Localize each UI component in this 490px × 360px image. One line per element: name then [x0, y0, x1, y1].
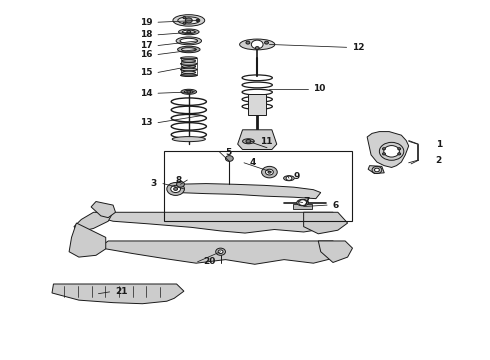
Circle shape [187, 31, 191, 33]
Text: 1: 1 [436, 140, 442, 149]
Text: 7: 7 [304, 197, 310, 206]
Circle shape [265, 41, 269, 44]
Circle shape [167, 183, 184, 195]
Text: 4: 4 [250, 158, 256, 167]
Circle shape [246, 41, 250, 44]
Polygon shape [304, 212, 347, 234]
Circle shape [183, 17, 186, 19]
Text: 14: 14 [140, 89, 152, 98]
Ellipse shape [182, 30, 195, 34]
Circle shape [262, 166, 277, 178]
Ellipse shape [181, 89, 196, 94]
Ellipse shape [284, 176, 294, 181]
Text: 10: 10 [314, 84, 326, 93]
Circle shape [372, 166, 382, 174]
Text: 5: 5 [225, 148, 232, 157]
Circle shape [185, 18, 192, 23]
Circle shape [384, 145, 399, 157]
Text: 2: 2 [436, 156, 442, 165]
Polygon shape [367, 132, 409, 167]
Circle shape [218, 250, 223, 253]
Text: 21: 21 [116, 287, 128, 296]
Ellipse shape [178, 29, 199, 35]
Text: 11: 11 [260, 137, 272, 146]
Circle shape [225, 156, 233, 161]
Circle shape [187, 90, 191, 93]
Text: 6: 6 [333, 201, 339, 210]
Text: 16: 16 [140, 50, 152, 59]
Polygon shape [69, 223, 106, 257]
Text: 8: 8 [175, 176, 181, 185]
Ellipse shape [297, 199, 309, 206]
Circle shape [171, 185, 180, 193]
Text: 15: 15 [140, 68, 152, 77]
Circle shape [299, 200, 307, 206]
Ellipse shape [184, 90, 193, 93]
Ellipse shape [182, 66, 196, 68]
Circle shape [251, 40, 263, 49]
Ellipse shape [172, 136, 205, 141]
Circle shape [398, 148, 401, 150]
Ellipse shape [180, 63, 197, 65]
Text: 3: 3 [151, 179, 157, 188]
Circle shape [268, 171, 271, 173]
Text: 18: 18 [140, 30, 152, 39]
Circle shape [176, 181, 184, 187]
Circle shape [266, 169, 273, 175]
Polygon shape [238, 130, 277, 149]
Circle shape [383, 153, 386, 155]
Ellipse shape [182, 60, 196, 62]
Circle shape [246, 139, 251, 143]
Ellipse shape [182, 71, 196, 74]
Polygon shape [368, 166, 384, 174]
Circle shape [173, 188, 177, 190]
Circle shape [183, 22, 186, 24]
Circle shape [398, 153, 401, 155]
Polygon shape [174, 184, 321, 199]
Circle shape [374, 168, 379, 172]
Circle shape [379, 142, 404, 160]
Circle shape [216, 248, 225, 255]
Ellipse shape [181, 48, 196, 51]
Polygon shape [94, 212, 338, 233]
Circle shape [196, 19, 199, 22]
Text: 12: 12 [352, 43, 365, 52]
Text: 13: 13 [140, 118, 152, 127]
Circle shape [286, 176, 292, 180]
Ellipse shape [180, 39, 197, 43]
Ellipse shape [176, 37, 201, 45]
Ellipse shape [243, 139, 254, 144]
Text: 20: 20 [203, 257, 216, 266]
Circle shape [255, 46, 259, 49]
Ellipse shape [240, 39, 275, 50]
Ellipse shape [173, 15, 205, 26]
Ellipse shape [180, 57, 197, 59]
FancyBboxPatch shape [293, 204, 313, 209]
FancyBboxPatch shape [248, 94, 266, 116]
Ellipse shape [178, 17, 200, 24]
Ellipse shape [180, 74, 197, 77]
Text: 9: 9 [294, 172, 300, 181]
Ellipse shape [177, 46, 200, 53]
Polygon shape [103, 241, 343, 264]
Polygon shape [91, 202, 116, 218]
Polygon shape [52, 284, 184, 304]
Ellipse shape [180, 68, 197, 71]
Polygon shape [74, 212, 113, 232]
Circle shape [383, 148, 386, 150]
Polygon shape [318, 241, 352, 262]
Text: 17: 17 [140, 41, 152, 50]
Text: 19: 19 [140, 18, 152, 27]
